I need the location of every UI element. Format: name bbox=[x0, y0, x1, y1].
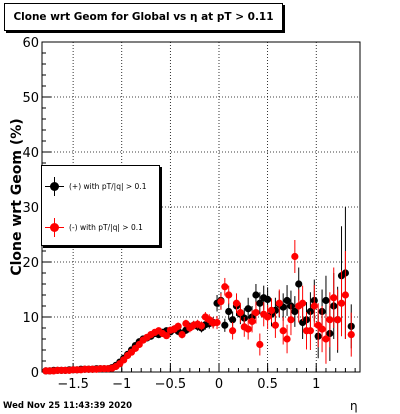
y-axis-label: Clone wrt Geom (%) bbox=[9, 118, 25, 275]
data-point bbox=[221, 283, 229, 291]
data-point bbox=[178, 331, 186, 339]
data-point bbox=[283, 335, 291, 343]
data-point bbox=[252, 309, 260, 317]
x-tick-label: −0.5 bbox=[155, 377, 187, 392]
x-tick-label: 1 bbox=[312, 377, 320, 392]
y-tick-label: 0 bbox=[31, 366, 39, 381]
x-axis-label: η bbox=[350, 399, 358, 413]
legend-marker-minus bbox=[45, 218, 64, 237]
data-point bbox=[229, 327, 237, 335]
data-point bbox=[252, 291, 260, 299]
legend: (+) with pT/|q| > 0.1 (-) with pT/|q| > … bbox=[41, 165, 160, 246]
data-point bbox=[347, 331, 355, 339]
data-point bbox=[341, 291, 350, 299]
data-point bbox=[271, 321, 279, 329]
data-point bbox=[244, 305, 252, 313]
x-tick-label: −1.5 bbox=[57, 377, 89, 392]
data-point bbox=[275, 299, 283, 307]
data-point bbox=[306, 327, 315, 335]
data-point bbox=[256, 299, 264, 307]
y-tick-label: 10 bbox=[22, 311, 39, 326]
x-tick-label: 0 bbox=[215, 377, 223, 392]
chart-title: Clone wrt Geom for Global vs η at pT > 0… bbox=[13, 11, 274, 23]
data-point bbox=[217, 298, 225, 306]
data-point bbox=[225, 291, 233, 299]
data-point bbox=[322, 296, 330, 305]
data-point bbox=[225, 307, 233, 316]
data-point bbox=[287, 316, 295, 324]
data-point bbox=[337, 299, 346, 307]
x-tick-label: 0.5 bbox=[257, 377, 278, 392]
y-tick-label: 40 bbox=[22, 146, 39, 161]
data-point bbox=[334, 316, 342, 324]
data-point bbox=[264, 313, 272, 321]
data-point bbox=[291, 252, 299, 261]
chart-title-box: Clone wrt Geom for Global vs η at pT > 0… bbox=[4, 3, 283, 31]
legend-item-minus: (-) with pT/|q| > 0.1 bbox=[45, 218, 143, 237]
legend-label-plus: (+) with pT/|q| > 0.1 bbox=[69, 182, 147, 191]
data-point bbox=[174, 322, 182, 330]
data-point bbox=[229, 316, 237, 324]
series-minus bbox=[42, 240, 355, 375]
data-point bbox=[213, 318, 221, 327]
data-point bbox=[162, 332, 171, 340]
data-point bbox=[291, 307, 299, 316]
data-point bbox=[318, 325, 326, 333]
y-tick-label: 60 bbox=[22, 36, 39, 51]
y-tick-label: 50 bbox=[22, 91, 39, 106]
legend-item-plus: (+) with pT/|q| > 0.1 bbox=[45, 177, 147, 196]
data-point bbox=[330, 294, 338, 302]
data-point bbox=[295, 280, 303, 288]
legend-marker-plus bbox=[45, 177, 64, 196]
data-point bbox=[232, 299, 241, 307]
data-point bbox=[221, 321, 229, 329]
data-point bbox=[310, 302, 318, 310]
data-point bbox=[283, 296, 291, 305]
data-point bbox=[248, 317, 256, 325]
data-point bbox=[264, 295, 272, 303]
x-tick-label: −1 bbox=[112, 377, 131, 392]
data-point bbox=[256, 340, 264, 349]
data-point bbox=[279, 327, 287, 335]
data-point bbox=[244, 325, 252, 333]
data-point bbox=[236, 309, 244, 317]
legend-label-minus: (-) with pT/|q| > 0.1 bbox=[69, 223, 143, 232]
y-tick-label: 30 bbox=[22, 201, 39, 216]
y-tick-label: 20 bbox=[22, 256, 39, 271]
data-point bbox=[299, 299, 307, 307]
data-point bbox=[322, 335, 330, 343]
timestamp: Wed Nov 25 11:43:39 2020 bbox=[3, 401, 133, 411]
data-point bbox=[326, 316, 334, 324]
data-point bbox=[197, 322, 206, 330]
data-point bbox=[267, 306, 276, 314]
series-layer bbox=[42, 207, 355, 375]
